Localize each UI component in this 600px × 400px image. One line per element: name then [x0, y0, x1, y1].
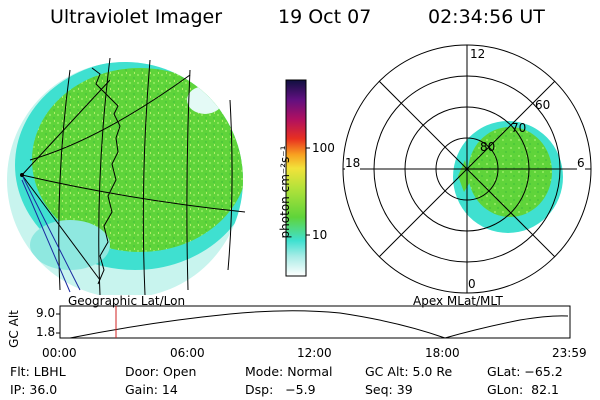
time-tick-2359: 23:59	[552, 346, 587, 360]
polar-aurora	[453, 121, 563, 233]
colorbar-tick-100: 100	[312, 141, 335, 155]
mlt-label-18: 18	[345, 156, 361, 170]
mlat-label-60: 60	[535, 98, 551, 112]
projection-lines	[21, 174, 81, 293]
polar-plot-caption: Apex MLat/MLT	[413, 294, 503, 308]
info-flt: Flt: LBHL	[10, 364, 66, 379]
mlat-label-80: 80	[480, 140, 496, 154]
colorbar	[285, 79, 310, 277]
info-dsp: Dsp: −5.9	[245, 382, 316, 397]
coastline	[91, 67, 121, 285]
mlt-label-12: 12	[470, 47, 486, 61]
altitude-axis-label: GC Alt	[7, 310, 21, 348]
origin-marker	[20, 173, 24, 177]
time-tick-1800: 18:00	[425, 346, 460, 360]
mlat-label-70: 70	[511, 121, 527, 135]
altitude-curve	[69, 310, 569, 339]
date-label: 19 Oct 07	[278, 6, 372, 28]
time-tick-1200: 12:00	[297, 346, 332, 360]
lat-lon-grid	[21, 57, 246, 295]
mlt-label-6: 6	[577, 156, 585, 170]
info-glon: GLon: 82.1	[487, 382, 559, 397]
geographic-map	[7, 57, 246, 295]
time-tick-0000: 00:00	[42, 346, 77, 360]
instrument-title: Ultraviolet Imager	[50, 6, 223, 28]
info-gain: Gain: 14	[125, 382, 178, 397]
polar-plot	[342, 44, 592, 294]
info-glat: GLat: −65.2	[487, 364, 563, 379]
info-ip: IP: 36.0	[10, 382, 58, 397]
polar-grid	[342, 44, 592, 294]
info-seq: Seq: 39	[365, 382, 413, 397]
alt-tick-1-8: 1.8	[36, 325, 56, 339]
aurora-image	[7, 62, 243, 295]
altitude-timeline	[56, 305, 571, 339]
mlt-label-0: 0	[468, 277, 476, 291]
info-gc-alt: GC Alt: 5.0 Re	[365, 364, 453, 379]
colorbar-tick-10: 10	[312, 228, 328, 242]
time-label: 02:34:56 UT	[428, 6, 545, 28]
info-door: Door: Open	[125, 364, 197, 379]
info-mode: Mode: Normal	[245, 364, 333, 379]
alt-tick-9: 9.0	[36, 306, 56, 320]
geo-map-caption: Geographic Lat/Lon	[68, 294, 186, 308]
colorbar-unit-label: photon cm⁻²s⁻¹	[278, 145, 292, 239]
time-tick-0600: 06:00	[170, 346, 205, 360]
